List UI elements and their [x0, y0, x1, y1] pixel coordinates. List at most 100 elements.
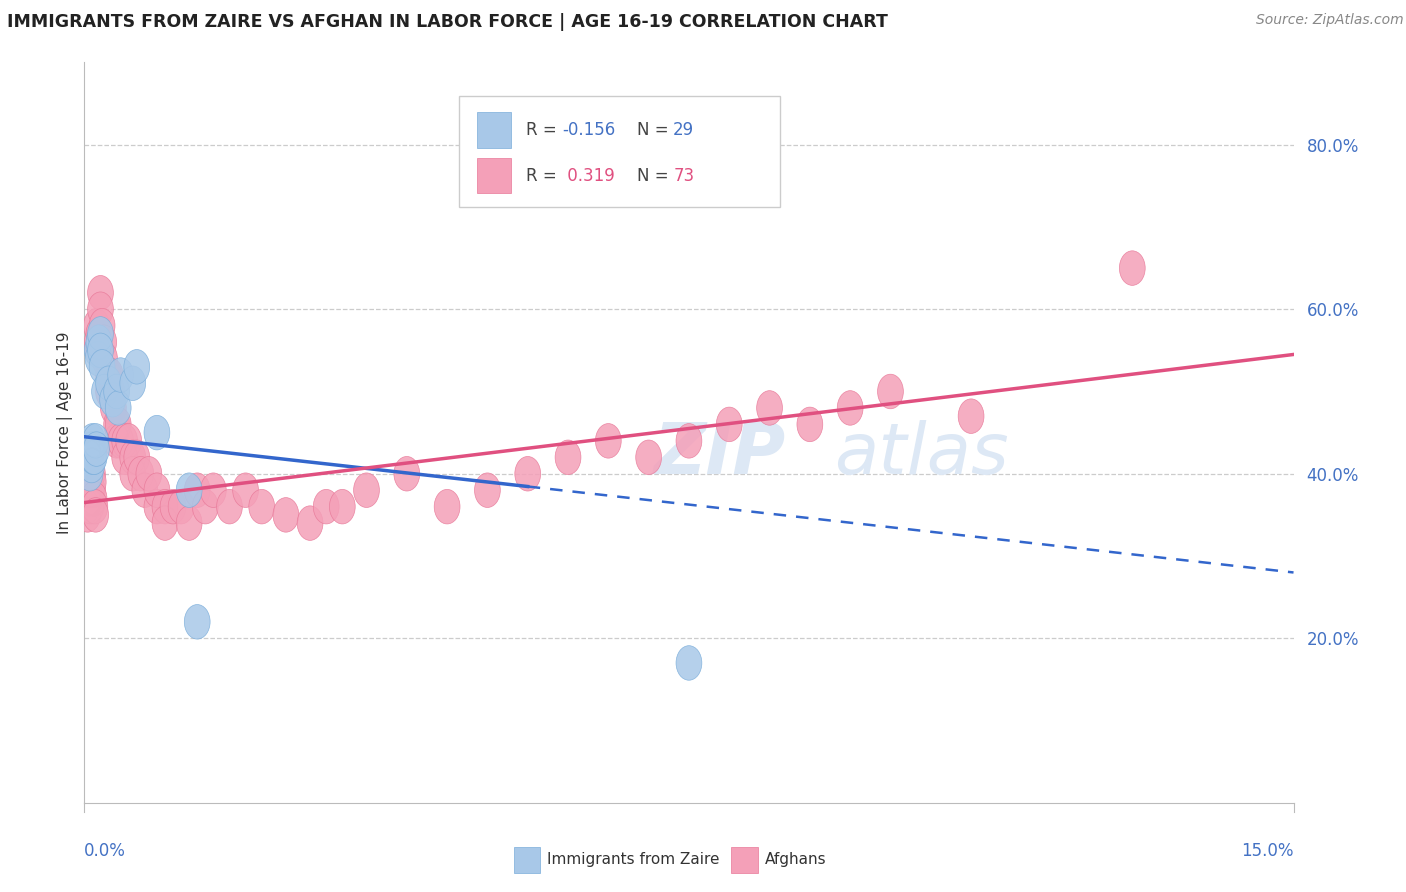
- Ellipse shape: [115, 424, 142, 458]
- Ellipse shape: [104, 424, 129, 458]
- Ellipse shape: [152, 506, 179, 541]
- Ellipse shape: [120, 366, 146, 401]
- Ellipse shape: [143, 490, 170, 524]
- Ellipse shape: [716, 407, 742, 442]
- Ellipse shape: [111, 440, 138, 475]
- Ellipse shape: [176, 506, 202, 541]
- Text: R =: R =: [526, 120, 562, 139]
- FancyBboxPatch shape: [460, 95, 780, 207]
- Ellipse shape: [232, 473, 259, 508]
- Ellipse shape: [83, 498, 108, 533]
- Ellipse shape: [84, 333, 110, 368]
- Ellipse shape: [160, 490, 186, 524]
- Ellipse shape: [80, 465, 105, 500]
- Text: R =: R =: [526, 167, 562, 185]
- Ellipse shape: [515, 457, 541, 491]
- Ellipse shape: [797, 407, 823, 442]
- Ellipse shape: [87, 333, 114, 368]
- Ellipse shape: [152, 490, 179, 524]
- Ellipse shape: [75, 498, 100, 533]
- Ellipse shape: [100, 383, 125, 417]
- Ellipse shape: [77, 457, 103, 491]
- Ellipse shape: [756, 391, 783, 425]
- Text: Source: ZipAtlas.com: Source: ZipAtlas.com: [1256, 13, 1403, 28]
- Ellipse shape: [111, 424, 138, 458]
- Ellipse shape: [76, 440, 103, 475]
- Ellipse shape: [75, 490, 100, 524]
- Ellipse shape: [91, 375, 118, 409]
- FancyBboxPatch shape: [731, 847, 758, 873]
- Ellipse shape: [86, 333, 111, 368]
- Ellipse shape: [676, 424, 702, 458]
- Ellipse shape: [83, 432, 110, 467]
- Ellipse shape: [329, 490, 356, 524]
- Ellipse shape: [394, 457, 420, 491]
- Ellipse shape: [136, 457, 162, 491]
- Ellipse shape: [87, 292, 114, 326]
- Ellipse shape: [79, 449, 104, 483]
- Ellipse shape: [104, 375, 129, 409]
- Ellipse shape: [217, 490, 242, 524]
- Ellipse shape: [96, 366, 121, 401]
- Ellipse shape: [353, 473, 380, 508]
- Ellipse shape: [193, 490, 218, 524]
- Text: N =: N =: [637, 120, 673, 139]
- Ellipse shape: [249, 490, 274, 524]
- Text: 0.319: 0.319: [562, 167, 614, 185]
- Ellipse shape: [108, 424, 134, 458]
- Text: Immigrants from Zaire: Immigrants from Zaire: [547, 853, 720, 867]
- Ellipse shape: [80, 424, 105, 458]
- Ellipse shape: [87, 276, 114, 310]
- Ellipse shape: [105, 391, 131, 425]
- Text: atlas: atlas: [834, 420, 1008, 490]
- Ellipse shape: [77, 432, 104, 467]
- Ellipse shape: [76, 481, 101, 516]
- Ellipse shape: [143, 473, 170, 508]
- Ellipse shape: [80, 440, 105, 475]
- Ellipse shape: [837, 391, 863, 425]
- Ellipse shape: [89, 309, 115, 343]
- Ellipse shape: [96, 358, 121, 392]
- Text: 29: 29: [673, 120, 695, 139]
- Ellipse shape: [184, 473, 209, 508]
- Text: 73: 73: [673, 167, 695, 185]
- Ellipse shape: [79, 473, 104, 508]
- Ellipse shape: [91, 342, 118, 376]
- Ellipse shape: [676, 646, 702, 681]
- Ellipse shape: [143, 416, 170, 450]
- Ellipse shape: [105, 407, 131, 442]
- Ellipse shape: [1119, 251, 1146, 285]
- Ellipse shape: [176, 473, 202, 508]
- Ellipse shape: [82, 440, 107, 475]
- Ellipse shape: [80, 457, 105, 491]
- Y-axis label: In Labor Force | Age 16-19: In Labor Force | Age 16-19: [58, 331, 73, 534]
- Ellipse shape: [75, 432, 100, 467]
- Ellipse shape: [86, 325, 111, 359]
- Ellipse shape: [128, 457, 153, 491]
- Ellipse shape: [82, 490, 108, 524]
- Ellipse shape: [80, 473, 105, 508]
- Text: IMMIGRANTS FROM ZAIRE VS AFGHAN IN LABOR FORCE | AGE 16-19 CORRELATION CHART: IMMIGRANTS FROM ZAIRE VS AFGHAN IN LABOR…: [7, 13, 889, 31]
- Ellipse shape: [201, 473, 226, 508]
- Ellipse shape: [89, 350, 115, 384]
- Ellipse shape: [595, 424, 621, 458]
- Ellipse shape: [314, 490, 339, 524]
- Ellipse shape: [86, 342, 111, 376]
- Text: 15.0%: 15.0%: [1241, 842, 1294, 860]
- Ellipse shape: [555, 440, 581, 475]
- Ellipse shape: [77, 490, 104, 524]
- FancyBboxPatch shape: [513, 847, 540, 873]
- Ellipse shape: [120, 440, 146, 475]
- Ellipse shape: [97, 358, 124, 392]
- Ellipse shape: [108, 358, 134, 392]
- Ellipse shape: [76, 473, 103, 508]
- Ellipse shape: [434, 490, 460, 524]
- Ellipse shape: [124, 440, 149, 475]
- Ellipse shape: [474, 473, 501, 508]
- Ellipse shape: [297, 506, 323, 541]
- Text: ZIP: ZIP: [654, 420, 786, 490]
- Ellipse shape: [91, 325, 117, 359]
- FancyBboxPatch shape: [478, 112, 512, 147]
- Text: Afghans: Afghans: [765, 853, 827, 867]
- Ellipse shape: [83, 424, 108, 458]
